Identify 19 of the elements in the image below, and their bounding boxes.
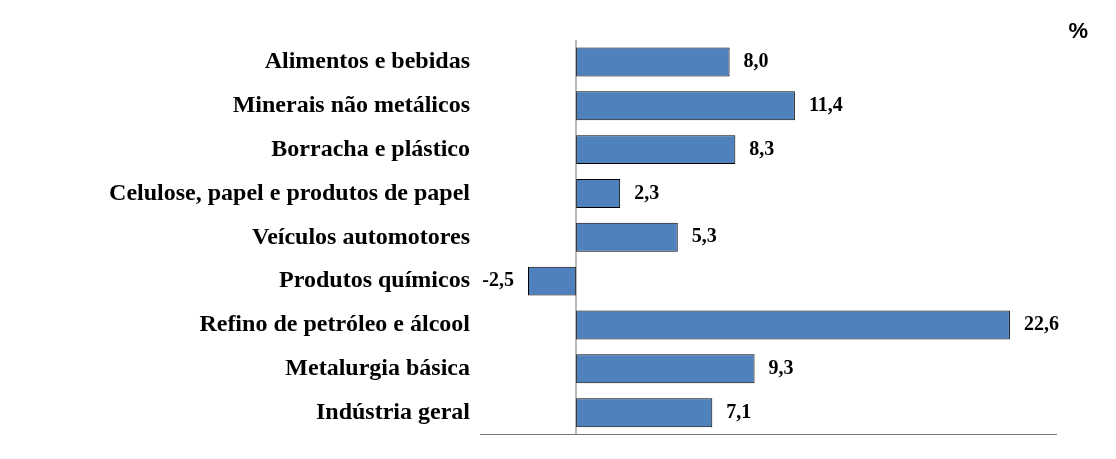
y-tick-label: Veículos automotores (252, 222, 470, 249)
y-tick-label: Minerais não metálicos (232, 90, 470, 117)
y-tick-label: Alimentos e bebidas (264, 47, 470, 74)
y-tick-label: Borracha e plástico (271, 134, 470, 161)
data-label: -2,5 (482, 268, 514, 291)
data-label: 7,1 (726, 399, 752, 422)
data-label: 22,6 (1023, 312, 1059, 335)
data-label: 8,0 (743, 49, 769, 72)
y-tick-label: Indústria geral (315, 397, 471, 424)
text: % (1068, 18, 1088, 43)
data-label: 8,3 (749, 136, 775, 159)
y-tick-label: Metalurgia básica (285, 354, 470, 381)
y-tick-label: Refino de petróleo e álcool (199, 310, 471, 337)
y-tick-label: Celulose, papel e produtos de papel (109, 178, 471, 205)
data-label: 5,3 (691, 224, 717, 247)
data-label: 9,3 (768, 356, 794, 379)
data-label: 2,3 (634, 180, 660, 203)
data-label: 11,4 (808, 92, 843, 115)
y-tick-label: Produtos químicos (279, 266, 470, 293)
